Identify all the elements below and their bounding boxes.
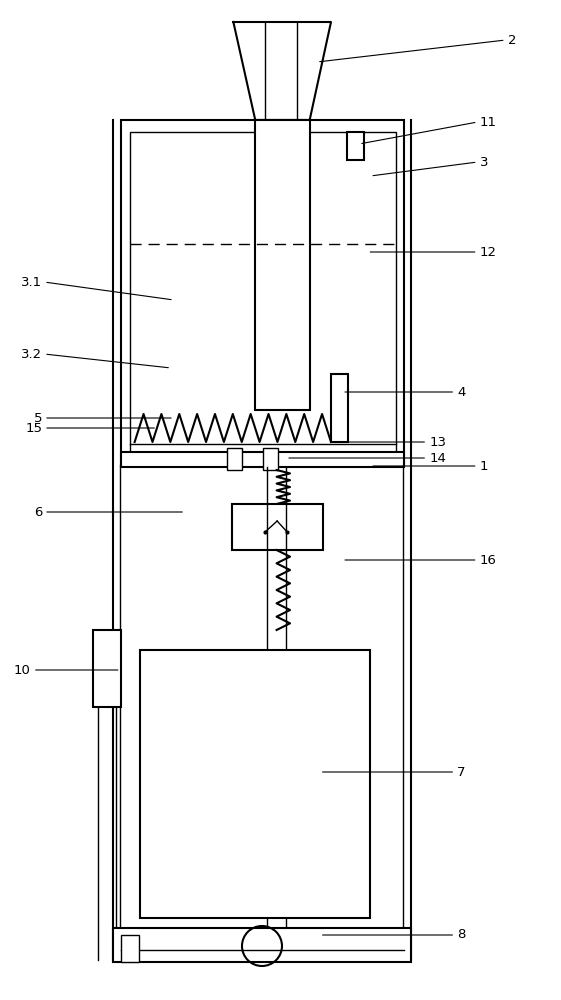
Bar: [347, 132, 364, 160]
Bar: [331, 374, 348, 442]
Text: 6: 6: [34, 506, 42, 518]
Bar: [232, 504, 323, 550]
Text: 13: 13: [429, 436, 446, 448]
Bar: [227, 448, 242, 470]
Text: 12: 12: [480, 245, 496, 258]
Text: 14: 14: [429, 452, 446, 464]
Text: 3.2: 3.2: [21, 348, 42, 360]
Bar: [121, 452, 404, 467]
Text: 11: 11: [480, 115, 496, 128]
Text: 5: 5: [34, 412, 42, 424]
Text: 4: 4: [457, 385, 466, 398]
Bar: [121, 935, 139, 962]
Text: 1: 1: [480, 460, 488, 473]
Bar: [140, 650, 370, 918]
Bar: [255, 120, 310, 410]
Text: 10: 10: [14, 664, 31, 676]
Bar: [93, 630, 121, 707]
Text: 16: 16: [480, 554, 496, 566]
Text: 2: 2: [508, 33, 516, 46]
Bar: [113, 928, 411, 962]
Bar: [263, 448, 278, 470]
Bar: [121, 120, 404, 465]
Text: 3.1: 3.1: [21, 275, 42, 288]
Text: 15: 15: [25, 422, 42, 434]
Bar: [130, 132, 396, 452]
Text: 3: 3: [480, 155, 488, 168]
Text: 8: 8: [457, 928, 466, 942]
Text: 7: 7: [457, 766, 466, 778]
